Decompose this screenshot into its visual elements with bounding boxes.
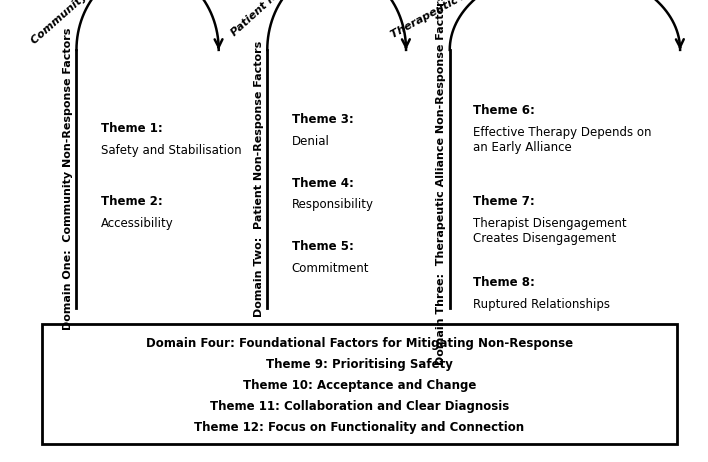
Text: Theme 8:: Theme 8: (474, 276, 535, 289)
Text: Therapeutic Alliance Non-Response Factors: Therapeutic Alliance Non-Response Factor… (389, 0, 632, 40)
Text: Theme 11: Collaboration and Clear Diagnosis: Theme 11: Collaboration and Clear Diagno… (210, 400, 509, 413)
Text: Theme 2:: Theme 2: (101, 195, 163, 208)
Text: Therapist Disengagement
Creates Disengagement: Therapist Disengagement Creates Disengag… (474, 217, 627, 244)
Text: Theme 1:: Theme 1: (101, 122, 163, 135)
Text: Responsibility: Responsibility (292, 198, 374, 212)
Text: Patient Non-Response Factors: Patient Non-Response Factors (229, 0, 375, 38)
Text: Theme 10: Acceptance and Change: Theme 10: Acceptance and Change (243, 379, 476, 392)
Text: Theme 5:: Theme 5: (292, 240, 353, 253)
Text: Safety and Stabilisation: Safety and Stabilisation (101, 144, 241, 157)
Text: Theme 4:: Theme 4: (292, 176, 353, 190)
Text: Theme 9: Prioritising Safety: Theme 9: Prioritising Safety (266, 358, 453, 371)
Text: Domain Two:  Patient Non-Response Factors: Domain Two: Patient Non-Response Factors (254, 41, 264, 317)
Text: Community Non-Response Factors: Community Non-Response Factors (29, 0, 195, 46)
Text: Domain One:  Community Non-Response Factors: Domain One: Community Non-Response Facto… (63, 28, 73, 330)
Text: Ruptured Relationships: Ruptured Relationships (474, 298, 610, 311)
Text: Domain Three:  Therapeutic Alliance Non-Response Factors: Domain Three: Therapeutic Alliance Non-R… (436, 0, 447, 365)
Text: Theme 7:: Theme 7: (474, 195, 535, 208)
Text: Commitment: Commitment (292, 262, 369, 275)
Bar (42, 324, 677, 444)
Text: Effective Therapy Depends on
an Early Alliance: Effective Therapy Depends on an Early Al… (474, 126, 652, 154)
Text: Domain Four: Foundational Factors for Mitigating Non-Response: Domain Four: Foundational Factors for Mi… (146, 337, 573, 350)
Text: Theme 6:: Theme 6: (474, 104, 535, 117)
Text: Denial: Denial (292, 135, 329, 148)
Text: Theme 3:: Theme 3: (292, 113, 353, 126)
Text: Theme 12: Focus on Functionality and Connection: Theme 12: Focus on Functionality and Con… (195, 421, 525, 434)
Text: Accessibility: Accessibility (101, 217, 173, 230)
